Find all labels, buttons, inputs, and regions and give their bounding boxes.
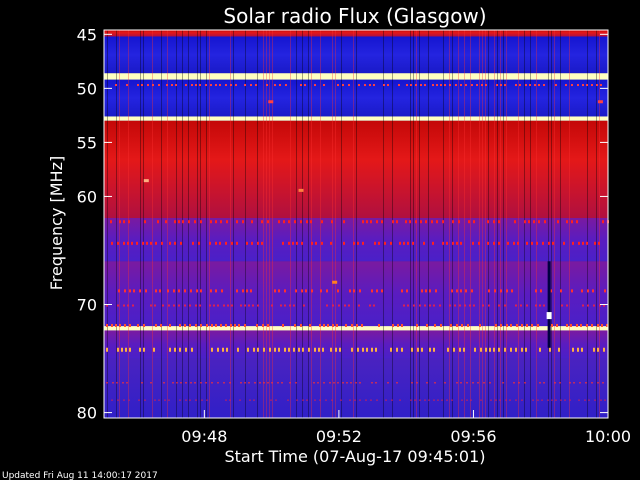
band-4: [104, 116, 608, 121]
update-footer: Updated Fri Aug 11 14:00:17 2017: [2, 471, 158, 480]
interference-line-1: [110, 220, 609, 224]
interference-line-8: [111, 399, 606, 401]
y-tick-label-45: 45: [77, 25, 97, 44]
y-tick-label-80: 80: [77, 404, 97, 423]
band-9: [104, 330, 608, 359]
interference-line-2: [111, 241, 600, 245]
y-axis-label: Frequency [MHz]: [47, 156, 66, 290]
y-tick-label-70: 70: [77, 296, 97, 315]
interference-line-4: [106, 304, 605, 307]
band-10: [104, 358, 608, 418]
interference-line-5: [106, 323, 608, 327]
y-tick-label-55: 55: [77, 133, 97, 152]
interference-line-3: [118, 289, 606, 293]
y-tick-label-50: 50: [77, 79, 97, 98]
x-axis: 09:48 09:52 09:56 10:00: [181, 410, 631, 446]
burst-peak: [546, 312, 552, 320]
x-tick-label-10:00: 10:00: [585, 427, 631, 446]
plot-frame: [103, 29, 609, 419]
interference-line-0: [115, 84, 602, 87]
band-2: [104, 73, 608, 80]
band-1: [104, 36, 608, 74]
band-7: [104, 261, 608, 327]
x-tick-label-09:52: 09:52: [316, 427, 362, 446]
hot-spot-2: [332, 280, 338, 284]
band-5: [104, 120, 608, 219]
band-3: [104, 79, 608, 117]
burst-column: [547, 261, 551, 348]
y-tick-label-60: 60: [77, 187, 97, 206]
plot-area: [103, 29, 609, 419]
interference-line-7: [106, 382, 604, 384]
texture: [107, 30, 600, 418]
band-6: [104, 218, 608, 262]
y-axis: 45 50 55 60 70 80: [77, 25, 608, 423]
x-axis-label: Start Time (07-Aug-17 09:45:01): [225, 447, 486, 466]
hot-spot-1: [298, 188, 304, 192]
chart-title: Solar radio Flux (Glasgow): [223, 4, 486, 28]
hot-spot-3: [268, 100, 274, 104]
x-tick-label-09:56: 09:56: [450, 427, 496, 446]
band-8: [104, 326, 608, 331]
hot-spot-4: [597, 100, 603, 104]
interference-line-6: [106, 347, 605, 352]
x-tick-label-09:48: 09:48: [181, 427, 227, 446]
band-0: [104, 30, 608, 37]
hot-spot-0: [143, 179, 149, 183]
